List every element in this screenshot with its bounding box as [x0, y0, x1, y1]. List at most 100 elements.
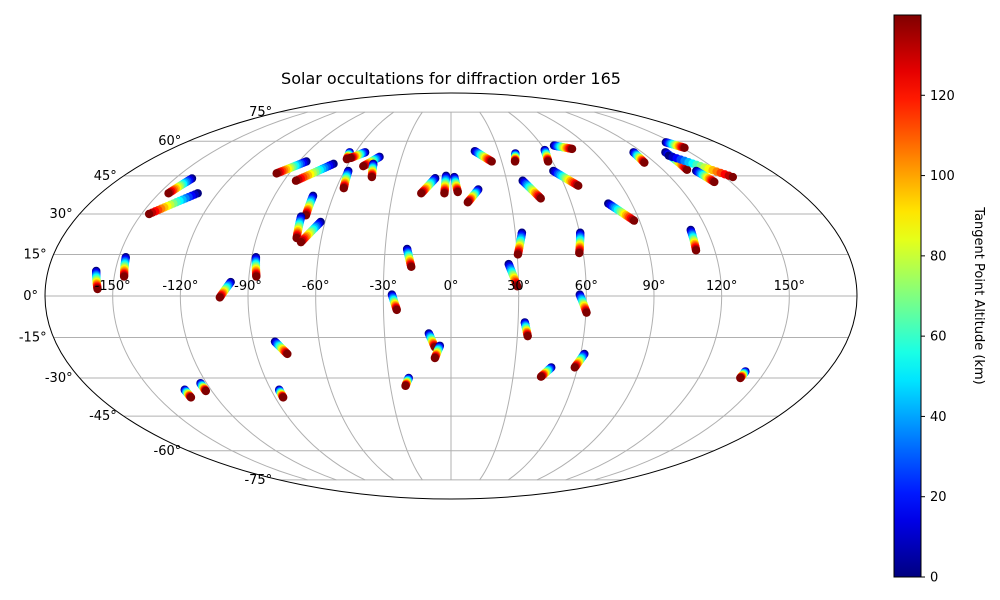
track-point [736, 373, 745, 383]
track-point [407, 262, 416, 272]
occultation-track [215, 277, 235, 302]
track-point [359, 161, 368, 171]
occultation-track [536, 363, 556, 381]
occultation-track [424, 329, 440, 352]
longitude-tick-labels: -150° -120° -90° -60° -30° 0° 30° 60° 90° 120° 150… [95, 279, 805, 294]
occultation-track [180, 385, 196, 402]
chart-title: Solar occultations for diffraction order… [281, 69, 621, 88]
lat-tick-label: -45° [89, 409, 117, 424]
track-point [119, 272, 129, 281]
lon-tick-label: 30° [507, 279, 530, 294]
occultation-track [470, 146, 496, 166]
track-point [453, 187, 462, 197]
colorbar-tick-label: 20 [930, 490, 947, 505]
lat-tick-label: -30° [45, 371, 73, 386]
occultation-track [402, 244, 416, 272]
track-point [513, 250, 523, 259]
occultation-track [692, 166, 719, 187]
colorbar-ticks: 0 20 40 60 80 100 120 [921, 89, 955, 586]
occultation-track [430, 341, 445, 363]
track-point [93, 284, 102, 294]
lon-tick-label: -90° [234, 279, 262, 294]
track-point [513, 282, 522, 291]
occultation-track [196, 379, 211, 396]
occultation-track [518, 176, 545, 203]
occultation-track [272, 157, 311, 178]
track-point [164, 189, 173, 198]
graticule-grid [45, 111, 857, 481]
lon-tick-label: -150° [95, 279, 131, 294]
track-point [186, 393, 196, 402]
track-point [201, 386, 211, 396]
occultation-track [387, 290, 401, 315]
occultation-track [549, 166, 583, 190]
colorbar-tick-label: 0 [930, 571, 938, 586]
colorbar-tick-label: 120 [930, 89, 955, 104]
track-point [440, 189, 449, 198]
colorbar-label: Tangent Point Altitude (km) [971, 206, 986, 384]
occultation-track [570, 349, 589, 372]
occultation-track [686, 225, 701, 255]
lat-tick-label: 30° [50, 207, 73, 222]
lon-tick-label: 0° [444, 279, 459, 294]
track-point [463, 198, 472, 207]
latitude-tick-labels: -75° -60° -45° -30° -15° 0° 15° 30° 45° 60° 75° [19, 105, 272, 488]
map-boundary [44, 92, 858, 500]
track-point [629, 216, 639, 225]
track-point [215, 293, 225, 302]
lat-tick-label: 0° [23, 289, 38, 304]
lon-tick-label: 120° [706, 279, 737, 294]
track-point [640, 158, 649, 167]
lat-tick-label: 15° [24, 247, 47, 262]
occultation-track [92, 266, 102, 294]
colorbar-tick-label: 100 [930, 169, 955, 184]
track-point [392, 305, 401, 315]
lon-tick-label: -120° [162, 279, 198, 294]
track-point [575, 248, 584, 258]
occultation-track [119, 252, 130, 281]
track-point [536, 372, 546, 381]
occultation-track [450, 172, 462, 197]
occultation-track [346, 148, 370, 163]
occultation-tracks [92, 138, 750, 402]
track-point [278, 393, 288, 402]
track-point [346, 153, 355, 163]
track-point [523, 331, 532, 341]
lat-tick-label: 60° [158, 134, 181, 149]
track-point [680, 143, 689, 152]
occultation-track [463, 185, 483, 207]
colorbar-tick-label: 60 [930, 330, 947, 345]
track-point [570, 363, 579, 372]
occultation-track [367, 159, 378, 182]
track-point [510, 157, 520, 166]
track-point [536, 194, 545, 203]
occultation-track [339, 166, 353, 193]
track-point [367, 172, 377, 182]
lat-tick-label: 45° [94, 169, 117, 184]
track-point [567, 144, 577, 154]
lat-tick-label: -60° [154, 444, 182, 459]
track-point [339, 184, 348, 193]
occultation-track [251, 252, 261, 281]
occultation-track [292, 212, 306, 243]
occultation-track [296, 217, 325, 247]
occultation-track [274, 385, 288, 402]
lat-tick-label: -15° [19, 331, 47, 346]
occultation-track [164, 174, 197, 198]
occultation-track [301, 191, 318, 220]
track-point [682, 165, 692, 174]
occultation-track [661, 138, 689, 152]
track-point [728, 172, 738, 182]
occultation-track [510, 149, 520, 166]
track-point [574, 181, 583, 190]
track-point [417, 189, 426, 198]
lon-tick-label: -30° [369, 279, 397, 294]
track-point [252, 272, 261, 281]
track-point [430, 353, 440, 363]
occultation-track [629, 148, 649, 167]
occultation-track [144, 189, 202, 219]
track-point [272, 169, 281, 178]
occultation-track [575, 228, 585, 258]
lon-tick-label: 150° [774, 279, 805, 294]
occultation-track [549, 141, 577, 154]
